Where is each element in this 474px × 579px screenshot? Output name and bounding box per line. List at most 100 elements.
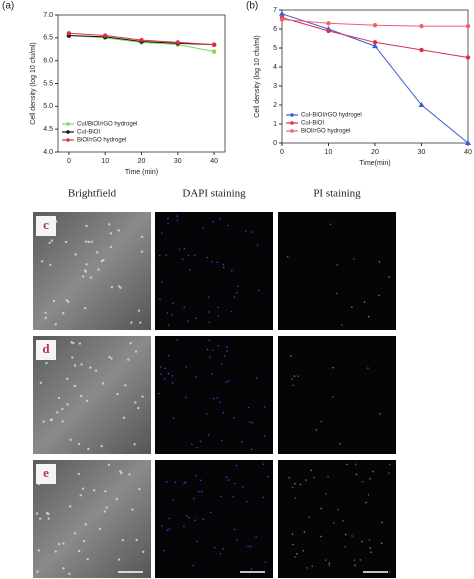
cell-dot (57, 396, 61, 400)
cell-dot (107, 463, 111, 467)
cell-dot (291, 486, 294, 489)
cell-dot (227, 379, 230, 382)
cell-dot (212, 349, 214, 352)
legend-label: CuI-BiOI/rGO hydrogel (301, 113, 362, 119)
cell-dot (77, 549, 81, 553)
y-tick-label: 4.0 (43, 149, 53, 156)
row-label-box (36, 216, 56, 236)
column-header: PI staining (313, 188, 361, 200)
marker (326, 28, 331, 34)
cell-dot (171, 302, 174, 305)
cell-dot (222, 266, 225, 269)
cell-dot (263, 435, 266, 437)
cell-dot (209, 356, 211, 359)
cell-dot (167, 222, 169, 225)
cell-dot (247, 545, 249, 548)
cell-dot (328, 562, 331, 564)
y-tick-label: 4 (273, 64, 277, 71)
micrograph (278, 336, 396, 454)
cell-dot (200, 490, 203, 493)
cell-dot (35, 512, 39, 515)
cell-dot (103, 510, 106, 513)
cell-dot (159, 366, 162, 368)
cell-dot (195, 474, 198, 477)
cell-dot (233, 296, 236, 298)
cell-dot (57, 542, 61, 546)
legend-marker (290, 113, 294, 117)
cell-dot (110, 285, 114, 289)
cell-dot (183, 482, 185, 485)
cell-dot (217, 306, 219, 309)
cell-dot (95, 251, 99, 254)
cell-dot (209, 511, 212, 514)
cell-dot (80, 394, 83, 398)
cell-dot (167, 372, 170, 375)
marker (419, 47, 424, 53)
cell-dot (74, 253, 77, 256)
cell-dot (79, 494, 82, 497)
cell-dot (233, 416, 235, 419)
cell-dot (226, 350, 228, 352)
cell-dot (36, 570, 39, 573)
cell-dot (241, 486, 244, 488)
cell-dot (166, 312, 169, 314)
cell-dot (69, 438, 72, 442)
cell-dot (159, 298, 161, 300)
cell-dot (119, 470, 122, 473)
cell-dot (315, 429, 318, 431)
legend-label: CuI-BiOI (301, 121, 324, 127)
cell-dot (137, 309, 141, 312)
cell-dot (336, 264, 339, 266)
marker (211, 42, 217, 47)
cell-dot (288, 476, 291, 479)
cell-dot (225, 476, 228, 478)
cell-dot (54, 550, 57, 553)
y-axis-label: Cell density (log 10 cfu/ml) (254, 35, 261, 117)
cell-dot (379, 413, 381, 415)
cell-dot (311, 565, 314, 568)
cell-dot (294, 556, 296, 558)
row-label: c (43, 217, 49, 232)
legend-marker (66, 138, 70, 142)
cell-dot (109, 232, 113, 235)
cell-dot (73, 384, 77, 388)
cell-dot (92, 489, 96, 492)
cell-dot (305, 479, 307, 481)
cell-dot (44, 311, 47, 314)
cell-dot (64, 240, 68, 244)
cell-dot (137, 406, 140, 410)
cell-dot (291, 533, 294, 535)
cell-dot (250, 545, 252, 547)
legend-label: BiOI/rGO hydrogel (77, 138, 126, 144)
cell-dot (62, 312, 65, 315)
cell-dot (78, 342, 82, 345)
cell-dot (71, 356, 74, 359)
cell-dot (194, 519, 196, 521)
y-axis-label: Cell density (log 10 cfu/ml) (30, 42, 37, 124)
y-tick-label: 2 (273, 102, 277, 109)
cell-dot (162, 549, 165, 552)
cell-dot (197, 490, 200, 493)
cell-dot (84, 269, 87, 272)
cell-dot (52, 299, 56, 303)
cell-dot (85, 263, 88, 266)
cell-dot (255, 377, 258, 379)
cell-dot (313, 476, 316, 479)
cell-dot (172, 498, 175, 501)
micrograph (278, 212, 396, 330)
cell-dot (337, 508, 339, 511)
cell-dot (101, 382, 105, 385)
cell-dot (39, 381, 43, 384)
cell-dot (54, 323, 57, 326)
cell-dot (127, 358, 130, 361)
marker (465, 23, 471, 29)
cell-dot (351, 535, 353, 537)
micrograph (278, 460, 396, 578)
micrograph (155, 336, 273, 454)
cell-dot (227, 479, 230, 481)
cell-dot (216, 261, 218, 264)
cell-dot (87, 240, 90, 244)
cell-dot (129, 341, 132, 345)
row-label: d (42, 341, 50, 356)
cell-dot (117, 229, 120, 232)
